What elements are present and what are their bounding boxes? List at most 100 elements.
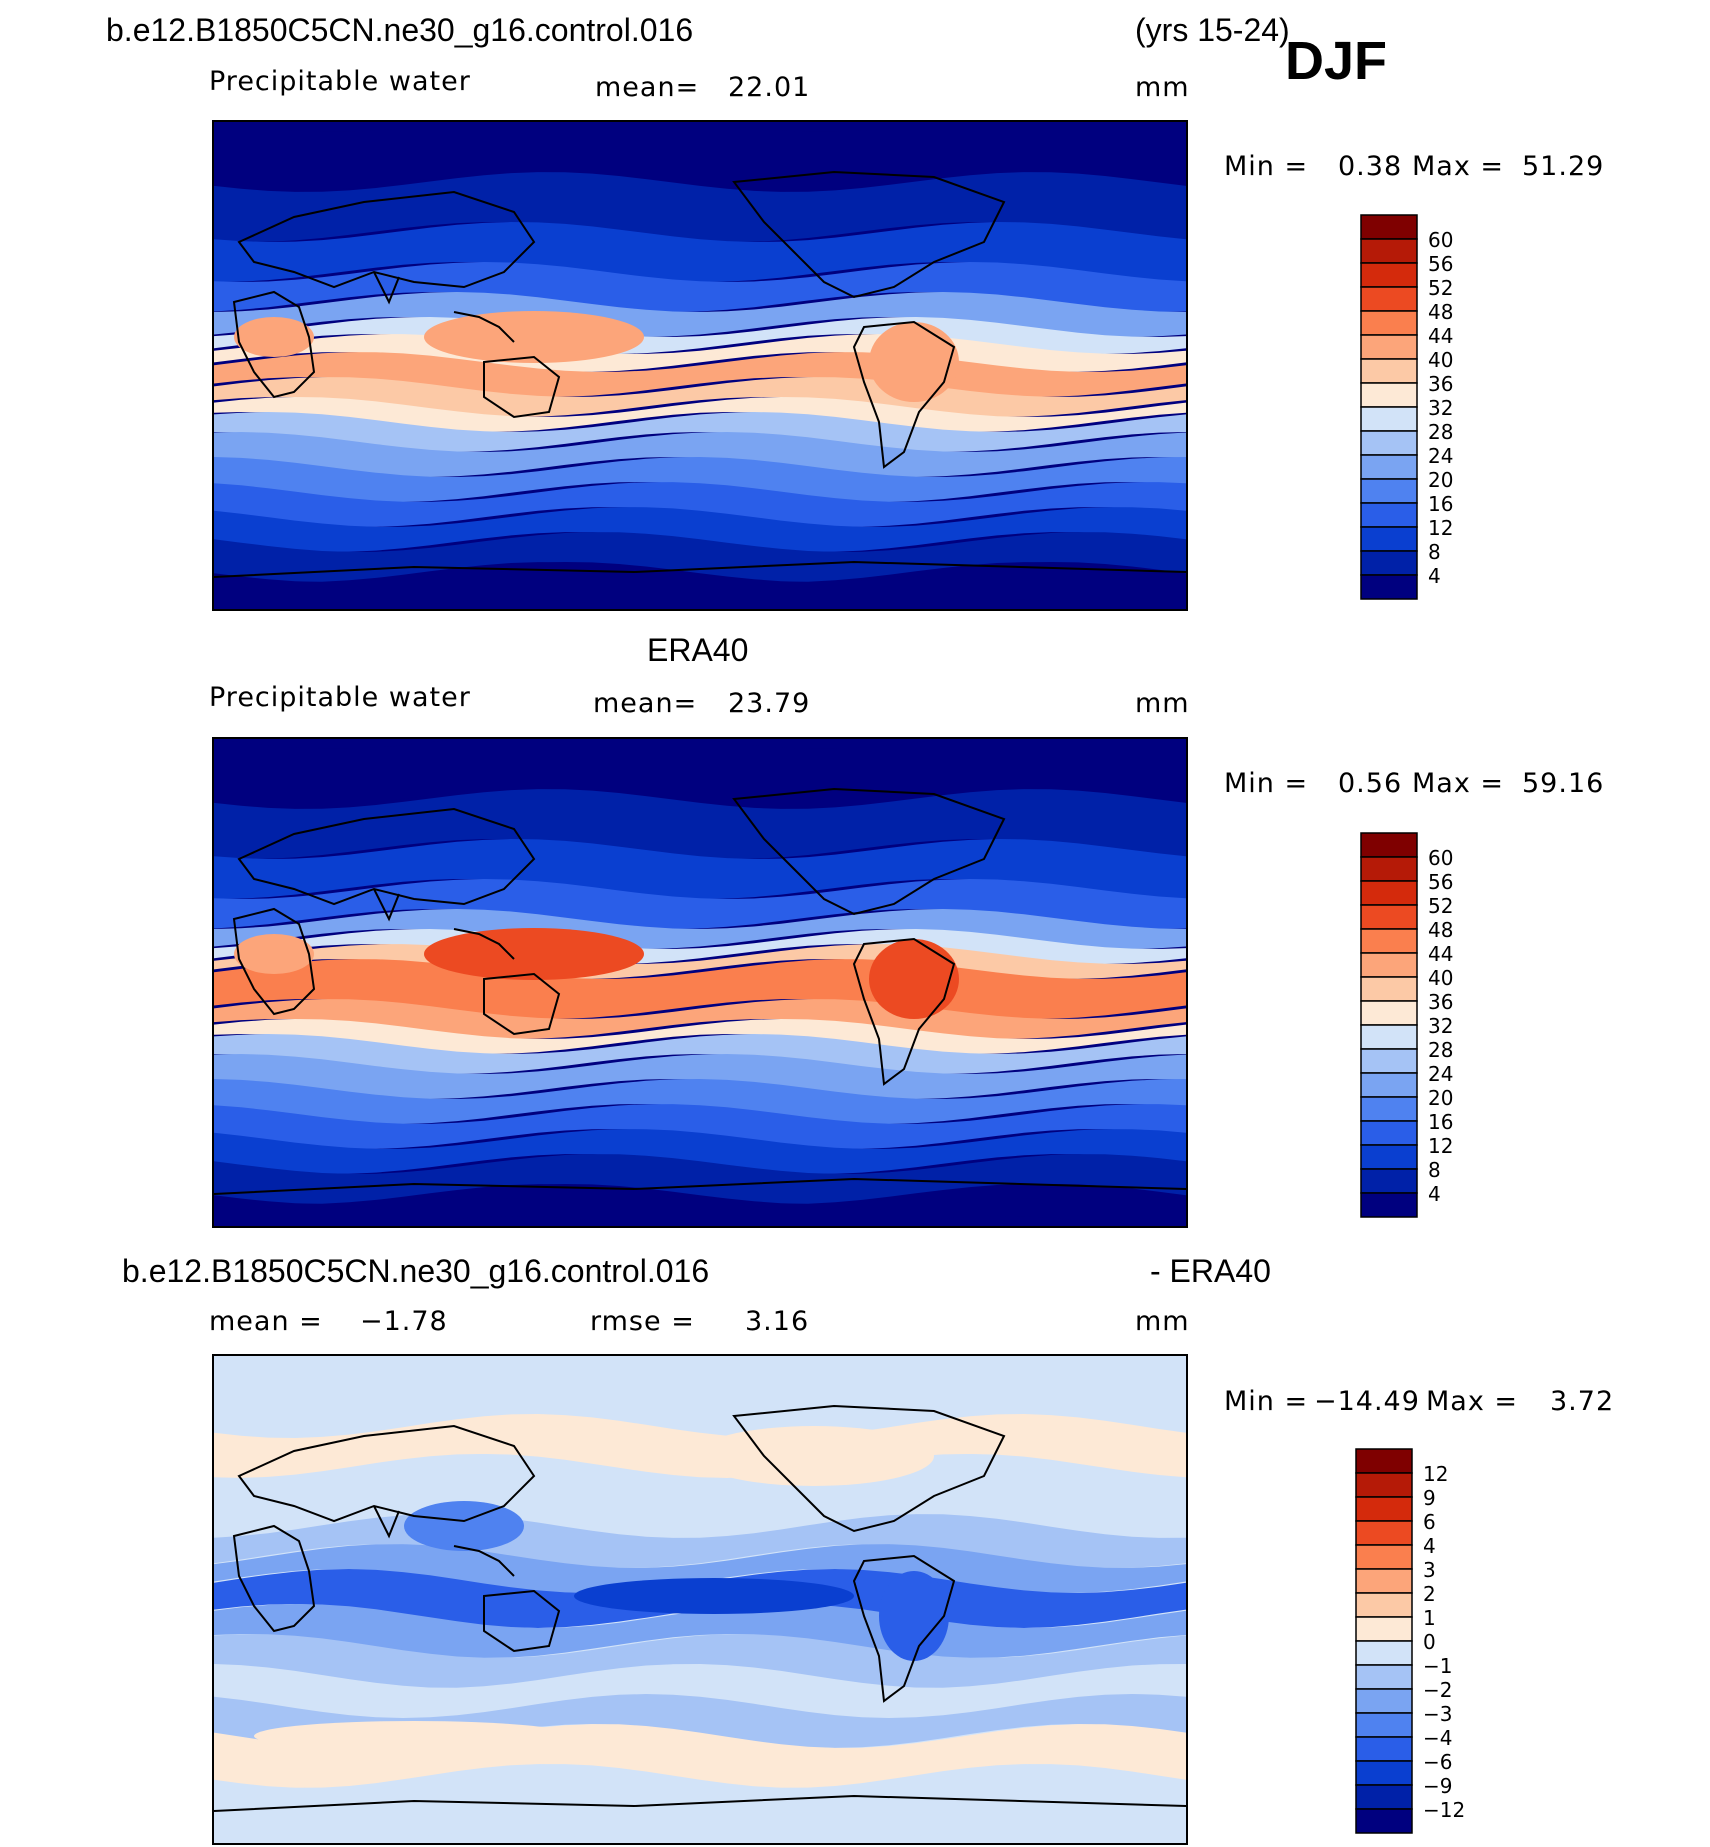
coastline — [453, 928, 515, 960]
colorbar-tick-label: −6 — [1423, 1750, 1452, 1774]
panel1-variable: Precipitable water — [209, 66, 471, 97]
southern-wet-bias — [254, 1721, 574, 1751]
coastline — [732, 170, 1006, 299]
coastline — [237, 1424, 536, 1523]
colorbar-tick-label: 12 — [1423, 1462, 1448, 1486]
era40-precip-map — [212, 737, 1188, 1228]
colorbar-tick-label: 44 — [1428, 324, 1453, 348]
model-precip-field — [214, 122, 1186, 609]
panel1-mean-value: 22.01 — [728, 72, 811, 103]
colorbar-swatch — [1360, 478, 1418, 504]
colorbar-swatch — [1360, 952, 1418, 978]
colorbar-swatch — [1355, 1568, 1413, 1594]
amazon-max — [869, 939, 959, 1019]
coastline — [373, 271, 400, 305]
colorbar-swatch — [1360, 310, 1418, 336]
colorbar-swatch — [1355, 1736, 1413, 1762]
colorbar-tick-label: 48 — [1428, 300, 1453, 324]
panel3-min-label: Min = — [1224, 1386, 1309, 1417]
contour-band — [214, 457, 1186, 502]
colorbar-swatch — [1360, 1096, 1418, 1122]
years-label: (yrs 15-24) — [1135, 12, 1290, 48]
colorbar-swatch — [1360, 1072, 1418, 1098]
colorbar-tick-label: −3 — [1423, 1702, 1452, 1726]
panel3-rmse-label: rmse = — [590, 1306, 695, 1337]
panel2-mean-label: mean= — [593, 688, 698, 719]
contour-band — [214, 1634, 1186, 1688]
coastline — [852, 937, 956, 1086]
contour-band — [214, 1034, 1186, 1074]
colorbar-tick-label: 52 — [1428, 894, 1453, 918]
colorbar-tick-label: 12 — [1428, 516, 1453, 540]
colorbar-swatch — [1360, 550, 1418, 576]
contour-band — [214, 122, 1186, 192]
coastline — [237, 190, 536, 289]
colorbar-tick-label: 16 — [1428, 1110, 1453, 1134]
coastline — [852, 1554, 956, 1703]
warm-pool-max — [424, 311, 644, 363]
colorbar-swatch — [1360, 406, 1418, 432]
coastline — [214, 560, 1186, 578]
coastline — [483, 1589, 561, 1653]
colorbar-tick-label: −2 — [1423, 1678, 1452, 1702]
coastline — [232, 1524, 316, 1633]
panel3-max-value: 3.72 — [1550, 1386, 1615, 1417]
contour-band — [214, 839, 1186, 899]
coastline — [373, 1505, 400, 1539]
coastline — [453, 1545, 515, 1577]
colorbar-tick-label: −1 — [1423, 1654, 1452, 1678]
africa-max — [234, 934, 314, 974]
panel3-rmse-value: 3.16 — [745, 1306, 810, 1337]
panel2-variable: Precipitable water — [209, 682, 471, 713]
colorbar-tick-label: 8 — [1428, 540, 1441, 564]
colorbar-tick-label: 48 — [1428, 918, 1453, 942]
contour-band — [214, 262, 1186, 312]
contour-band — [214, 1129, 1186, 1174]
colorbar-swatch — [1360, 334, 1418, 360]
coastline — [237, 807, 536, 906]
colorbar-swatch — [1360, 880, 1418, 906]
colorbar-swatch — [1360, 358, 1418, 384]
coastline — [732, 787, 1006, 916]
colorbar-swatch — [1360, 502, 1418, 528]
panel1-max-label: Max = — [1412, 151, 1505, 182]
era40-precip-field — [214, 739, 1186, 1226]
colorbar-tick-label: 4 — [1423, 1534, 1436, 1558]
contour-band — [214, 1544, 1186, 1593]
difference-colorbar: 12 9 6 4 3 2 1 0 −1 −2 −3 −4 −6 −9 −12 — [1355, 1448, 1485, 1839]
coastline — [214, 1794, 1186, 1812]
colorbar-tick-label: 9 — [1423, 1486, 1436, 1510]
colorbar-swatch — [1360, 856, 1418, 882]
contour-band — [214, 1054, 1186, 1099]
contour-band — [214, 739, 1186, 809]
colorbar-swatch — [1360, 904, 1418, 930]
colorbar-tick-label: 4 — [1428, 564, 1441, 588]
panel1-min-label: Min = — [1224, 151, 1309, 182]
coastline — [453, 311, 515, 343]
contour-band — [214, 377, 1186, 417]
coastline — [214, 1177, 1186, 1195]
coastline — [483, 355, 561, 419]
colorbar-swatch — [1360, 382, 1418, 408]
colorbar-tick-label: 16 — [1428, 492, 1453, 516]
contour-band — [214, 562, 1186, 609]
colorbar-swatch — [1360, 1168, 1418, 1194]
colorbar-swatch — [1360, 1024, 1418, 1050]
colorbar-tick-label: 36 — [1428, 372, 1453, 396]
colorbar-swatch — [1360, 832, 1418, 858]
colorbar-swatch — [1360, 1144, 1418, 1170]
colorbar-tick-label: 44 — [1428, 942, 1453, 966]
colorbar-tick-label: 4 — [1428, 1182, 1441, 1206]
colorbar-tick-label: 52 — [1428, 276, 1453, 300]
contour-band — [214, 1604, 1186, 1658]
panel3-min-value: −14.49 — [1314, 1386, 1420, 1417]
coastline — [373, 888, 400, 922]
colorbar-tick-label: 2 — [1423, 1582, 1436, 1606]
contour-band — [214, 1079, 1186, 1124]
colorbar-swatch — [1360, 214, 1418, 240]
colorbar-tick-label: 8 — [1428, 1158, 1441, 1182]
panel2-max-value: 59.16 — [1522, 768, 1605, 799]
